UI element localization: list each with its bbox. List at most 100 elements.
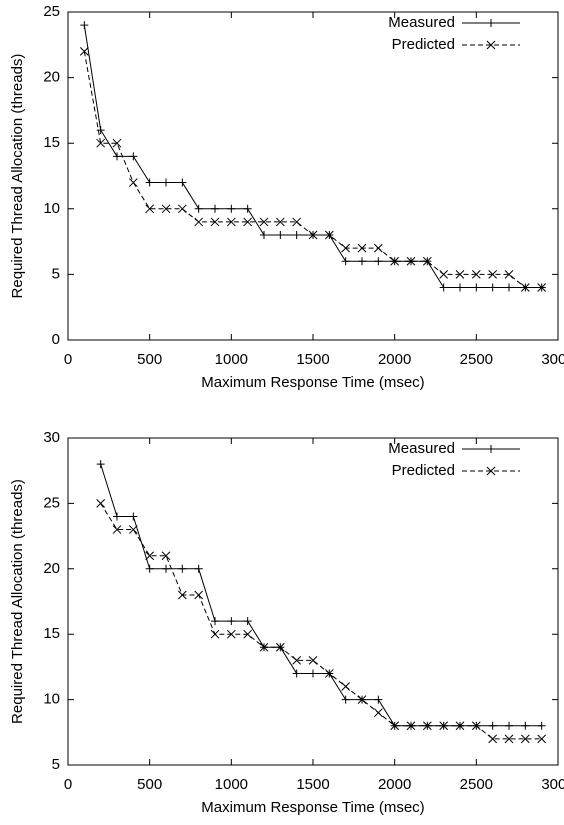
point: [243, 629, 253, 639]
point: [243, 617, 252, 626]
y-axis-label: Required Thread Allocation (threads): [9, 54, 26, 299]
point: [341, 682, 351, 691]
point: [243, 204, 252, 213]
point: [456, 283, 464, 292]
point: [341, 695, 350, 704]
point: [439, 283, 448, 292]
point: [537, 734, 547, 744]
point: [113, 512, 121, 521]
point: [505, 283, 513, 292]
legend-label: Predicted: [392, 462, 455, 479]
point: [488, 721, 497, 730]
legend-label: Predicted: [392, 36, 455, 53]
legend-marker: [487, 445, 495, 453]
point: [406, 256, 416, 266]
series-line: [100, 503, 542, 740]
y-tick-label: 30: [43, 429, 60, 446]
point: [112, 525, 122, 534]
point: [276, 231, 285, 240]
y-tick-label: 15: [43, 625, 60, 642]
point: [504, 270, 514, 279]
point: [488, 270, 498, 279]
point: [227, 617, 236, 626]
point: [324, 230, 334, 240]
point: [178, 564, 187, 573]
point: [226, 217, 236, 227]
point: [504, 734, 514, 744]
point: [178, 178, 187, 187]
plot-frame: [67, 437, 559, 766]
point: [145, 551, 155, 561]
point: [226, 629, 236, 639]
x-tick-label: 2500: [460, 351, 493, 368]
point: [374, 257, 383, 266]
point: [194, 217, 204, 227]
point: [194, 564, 203, 573]
point: [292, 669, 301, 678]
x-tick-label: 0: [64, 351, 72, 368]
point: [406, 721, 416, 731]
x-tick-label: 2000: [378, 776, 411, 793]
y-tick-label: 25: [43, 3, 60, 20]
y-tick-label: 10: [43, 691, 60, 708]
point: [455, 270, 465, 279]
legend-marker: [487, 19, 495, 27]
point: [243, 217, 253, 227]
point: [113, 152, 121, 161]
x-tick-label: 500: [137, 776, 162, 793]
point: [520, 734, 530, 744]
point: [211, 617, 219, 626]
point: [177, 590, 187, 600]
point: [96, 499, 106, 508]
point: [390, 256, 400, 266]
legend-label: Measured: [388, 14, 455, 31]
point: [211, 204, 219, 213]
point: [128, 525, 138, 534]
legend-marker: [486, 466, 496, 476]
point: [161, 204, 171, 214]
y-tick-label: 20: [43, 560, 60, 577]
y-tick-label: 5: [52, 756, 60, 773]
x-tick-label: 1000: [215, 351, 248, 368]
x-tick-label: 1000: [215, 776, 248, 793]
y-tick-label: 5: [52, 265, 60, 282]
point: [128, 178, 138, 187]
x-axis-label: Maximum Response Time (msec): [201, 374, 424, 391]
point: [210, 629, 220, 639]
point: [358, 257, 366, 266]
point: [227, 204, 236, 213]
x-tick-label: 500: [137, 351, 162, 368]
point: [259, 217, 269, 227]
point: [422, 721, 432, 731]
y-tick-label: 25: [43, 494, 60, 511]
legend-label: Measured: [388, 440, 455, 457]
point: [80, 21, 89, 30]
x-tick-label: 1500: [296, 776, 329, 793]
point: [390, 721, 400, 731]
point: [145, 178, 154, 187]
point: [194, 204, 203, 213]
point: [309, 669, 317, 678]
point: [308, 656, 318, 665]
point: [96, 138, 106, 148]
point: [537, 721, 546, 730]
x-tick-label: 2000: [378, 351, 411, 368]
point: [455, 721, 465, 731]
point: [292, 217, 302, 227]
point: [357, 243, 367, 253]
point: [520, 283, 530, 292]
point: [505, 721, 513, 730]
point: [162, 178, 170, 187]
point: [471, 270, 481, 279]
point: [422, 256, 432, 266]
point: [488, 283, 497, 292]
y-tick-label: 0: [52, 331, 60, 348]
point: [292, 656, 302, 665]
point: [259, 642, 269, 652]
series-line: [100, 464, 542, 727]
point: [129, 512, 138, 521]
point: [129, 152, 138, 161]
